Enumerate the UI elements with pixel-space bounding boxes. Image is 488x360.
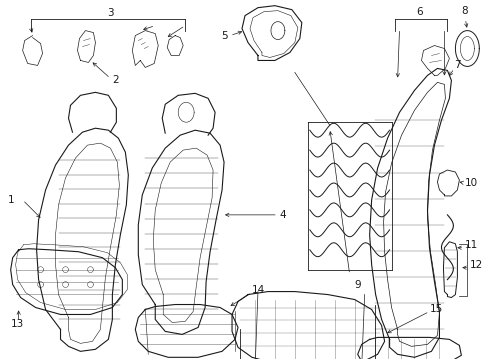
Text: 15: 15 (428, 305, 442, 315)
Text: 9: 9 (354, 280, 361, 289)
Text: 13: 13 (11, 319, 24, 329)
Text: 10: 10 (464, 178, 476, 188)
Text: 14: 14 (251, 284, 264, 294)
Text: 11: 11 (464, 240, 477, 250)
Text: 1: 1 (7, 195, 14, 205)
Text: 7: 7 (453, 60, 460, 71)
Text: 5: 5 (221, 31, 227, 41)
Text: 4: 4 (279, 210, 286, 220)
Text: 8: 8 (460, 6, 467, 15)
Text: 12: 12 (468, 260, 482, 270)
Text: 6: 6 (415, 6, 422, 17)
Text: 2: 2 (112, 75, 119, 85)
Text: 3: 3 (107, 8, 114, 18)
